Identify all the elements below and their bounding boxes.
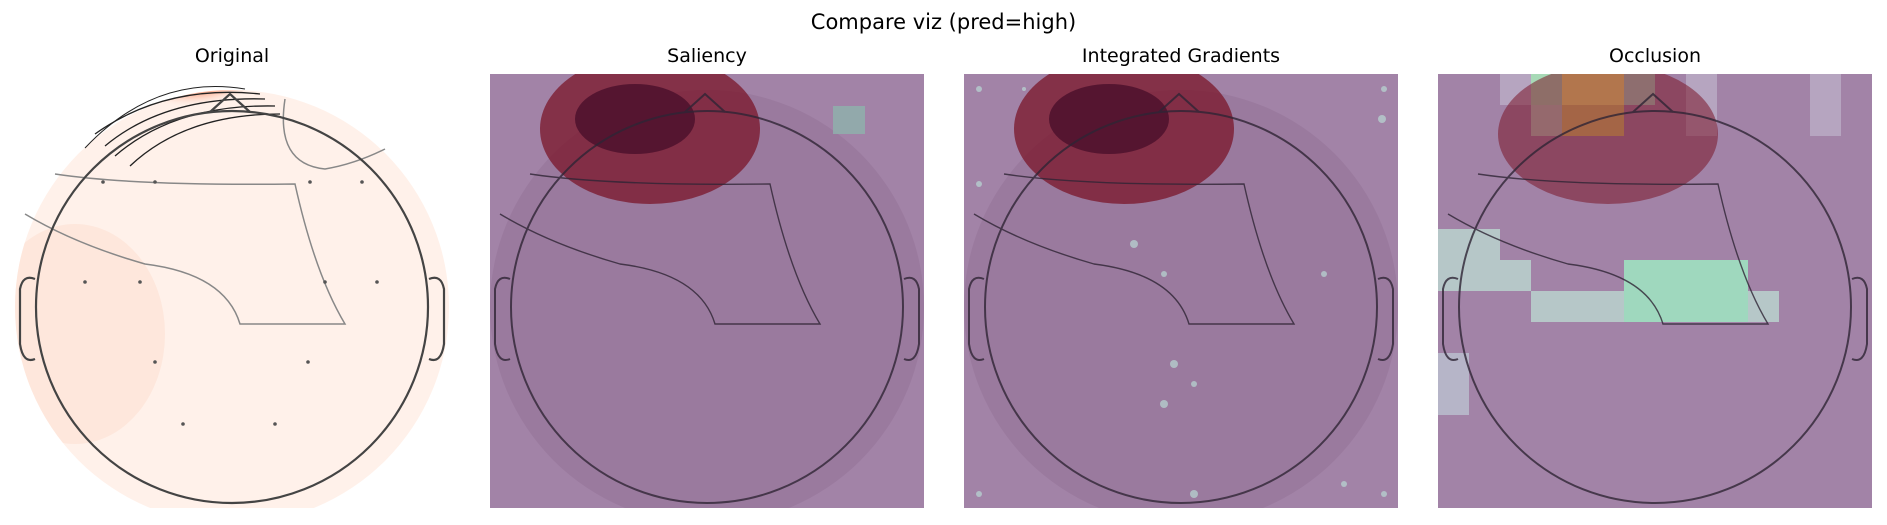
occlusion-map [1438, 74, 1872, 508]
head-outline [18, 92, 446, 505]
integrated-gradients-map [964, 74, 1398, 508]
gradient-speckles [976, 86, 1387, 498]
figure-title: Compare viz (pred=high) [810, 10, 1077, 34]
panel-title-saliency: Saliency [667, 45, 747, 67]
panel-saliency [490, 74, 924, 508]
saliency-hotspot [833, 106, 865, 134]
panel-occlusion [1438, 74, 1872, 508]
topomap-field [15, 90, 449, 508]
panel-title-original: Original [194, 45, 270, 67]
panel-title-integrated-gradients: Integrated Gradients [1081, 45, 1281, 67]
saliency-map [490, 74, 924, 508]
electrode-markers [83, 180, 379, 426]
panel-title-occlusion: Occlusion [1608, 45, 1701, 67]
head-outline [1442, 92, 1868, 504]
topomap-original [15, 86, 449, 508]
panel-integrated-gradients [964, 74, 1398, 508]
contour-lines [24, 86, 386, 325]
panel-original [15, 74, 449, 508]
head-outline [968, 92, 1394, 504]
head-outline [494, 92, 920, 504]
